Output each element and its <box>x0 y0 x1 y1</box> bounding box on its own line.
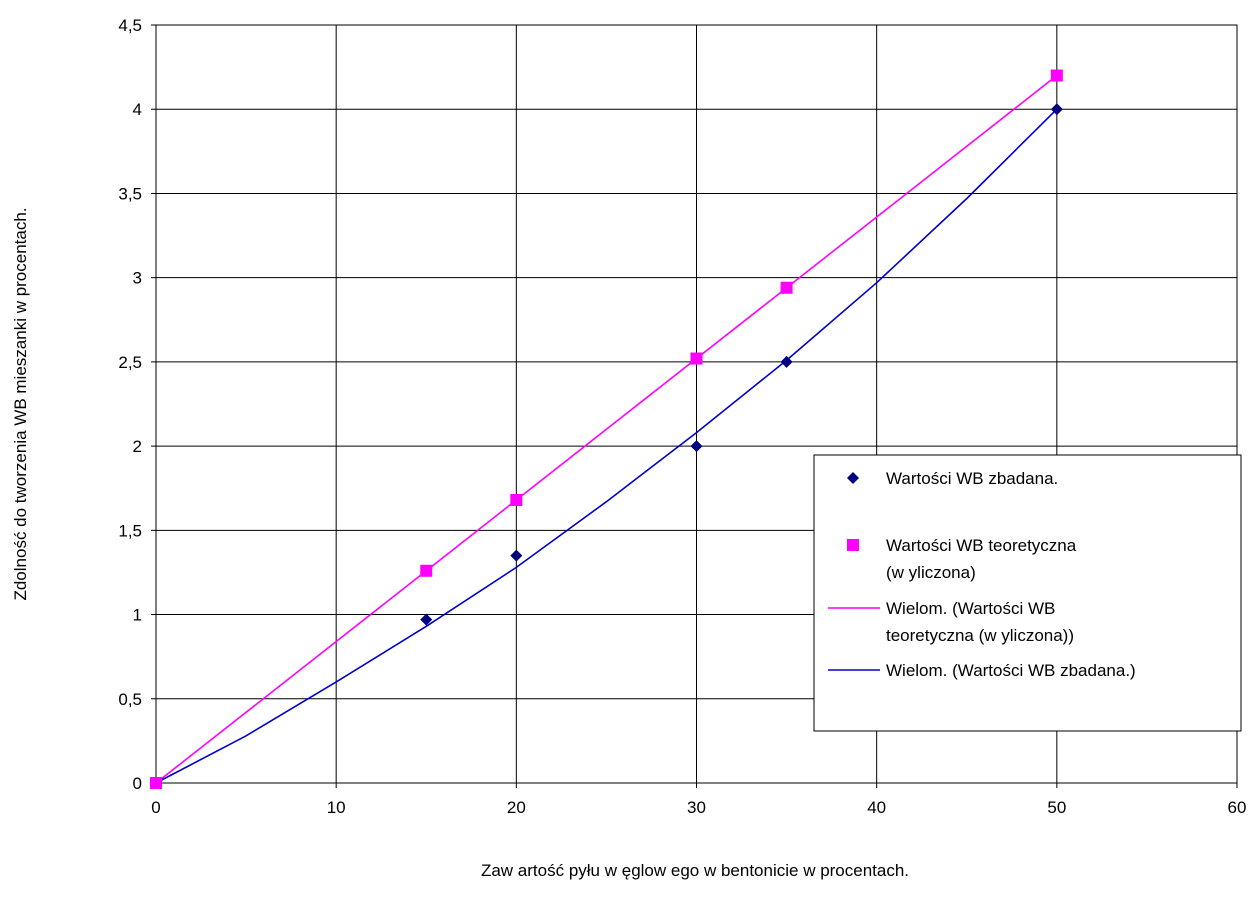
square-data-point <box>150 777 162 789</box>
x-tick-label: 40 <box>867 798 886 817</box>
legend: Wartości WB zbadana. Wartości WB teoretyc… <box>813 454 1242 732</box>
legend-label: (w yliczona) <box>886 563 976 582</box>
legend-label: Wielom. (Wartości WB <box>886 599 1055 618</box>
y-tick-label: 1,5 <box>118 521 142 540</box>
x-tick-label: 20 <box>507 798 526 817</box>
diamond-data-point <box>510 549 523 562</box>
square-data-point <box>1050 69 1063 82</box>
y-tick-label: 1 <box>133 606 142 625</box>
legend-square-symbol <box>847 539 859 551</box>
x-tick-label: 0 <box>151 798 160 817</box>
diamond-data-point <box>780 355 793 368</box>
square-data-point <box>510 494 523 507</box>
x-tick-label: 30 <box>687 798 706 817</box>
diamond-data-point <box>420 613 433 626</box>
diamond-data-point <box>1050 103 1063 116</box>
legend-diamond-symbol <box>847 472 859 484</box>
square-data-point <box>420 564 433 577</box>
trendline-series <box>155 108 1058 784</box>
legend-label: Wartości WB zbadana. <box>886 469 1058 488</box>
legend-label: Wartości WB teoretyczna <box>886 536 1077 555</box>
y-tick-label: 4,5 <box>118 16 142 35</box>
trendline-series <box>155 74 1058 784</box>
legend-label: Wielom. (Wartości WB zbadana.) <box>886 661 1136 680</box>
diamond-data-point <box>690 440 703 453</box>
y-tick-label: 2,5 <box>118 353 142 372</box>
x-tick-label: 50 <box>1047 798 1066 817</box>
x-tick-label: 60 <box>1228 798 1247 817</box>
square-data-point <box>780 281 793 294</box>
y-axis-ticks: 0 0,5 1 1,5 2 2,5 3 3,5 4 4,5 <box>118 16 156 793</box>
legend-label: teoretyczna (w yliczona)) <box>886 626 1074 645</box>
y-tick-label: 3,5 <box>118 184 142 203</box>
y-tick-label: 2 <box>133 437 142 456</box>
trendlines <box>155 74 1058 784</box>
square-data-point <box>690 352 703 365</box>
y-tick-label: 0 <box>133 774 142 793</box>
legend-box <box>813 454 1242 732</box>
data-points <box>150 69 1063 789</box>
x-axis-ticks: 0 10 20 30 40 50 60 <box>151 783 1246 817</box>
y-tick-label: 3 <box>133 269 142 288</box>
y-axis-title: Zdolność do tworzenia WB mieszanki w pro… <box>11 207 30 600</box>
x-axis-title: Zaw artość pyłu w ęglow ego w bentonicie… <box>481 861 909 880</box>
x-tick-label: 10 <box>327 798 346 817</box>
y-tick-label: 0,5 <box>118 690 142 709</box>
y-tick-label: 4 <box>133 100 142 119</box>
